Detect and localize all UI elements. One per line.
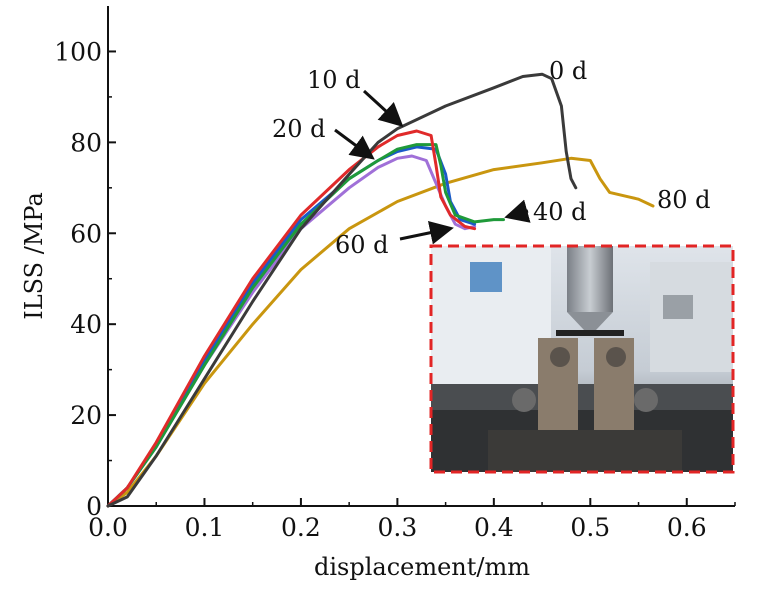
series-label-10d: 10 d [307,66,361,94]
x-tick-label: 0.5 [570,513,610,542]
y-tick-label: 80 [70,128,102,157]
x-tick-label: 0.3 [378,513,418,542]
series-lines [106,72,655,508]
series-line-80d [106,156,655,508]
x-tick-label: 0.6 [667,513,707,542]
series-label-80d: 80 d [657,186,711,214]
series-label-40d: 40 d [533,198,587,226]
ticks [107,50,736,507]
inset-photo [429,244,735,474]
y-tick-label: 40 [70,310,102,339]
series-label-60d: 60 d [335,231,389,259]
series-line-60d [106,154,477,508]
series-line-10d [106,129,477,508]
x-tick-label: 0.1 [185,513,225,542]
series-line-0d [106,72,578,508]
y-axis-title: ILSS /MPa [20,192,48,320]
series-line-40d [106,143,505,508]
series-label-20d: 20 d [272,115,326,143]
y-tick-label: 60 [70,219,102,248]
series-label-0d: 0 d [549,57,587,85]
y-tick-label: 20 [70,401,102,430]
x-axis-title: displacement/mm [314,553,530,581]
arrow-60d [399,220,454,245]
arrow-20d [334,128,375,160]
series-line-20d [106,145,477,508]
y-tick-label: 0 [86,492,102,521]
x-tick-label: 0.4 [474,513,514,542]
axes [107,6,735,507]
series-annotations: 0 d 10 d 20 d 40 d 60 d 80 d [272,57,711,259]
x-tick-label: 0.0 [88,513,128,542]
arrow-10d [362,89,404,128]
y-tick-label: 100 [54,37,102,66]
x-tick-label: 0.2 [281,513,321,542]
arrow-40d [504,199,531,223]
tick-labels: 0.0 0.1 0.2 0.3 0.4 0.5 0.6 0 20 40 60 80 100 [54,37,706,542]
